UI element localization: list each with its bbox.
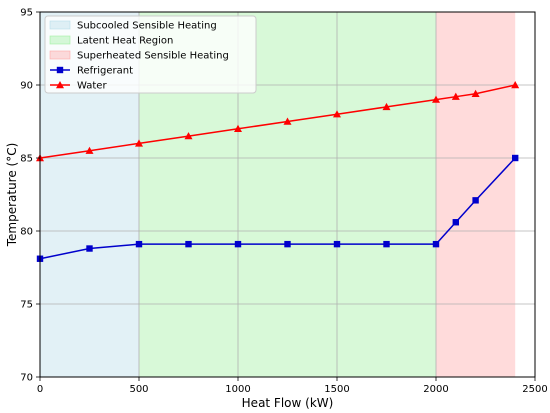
legend-box	[44, 15, 257, 94]
region-2	[436, 12, 516, 377]
y-tick-label-1: 75	[20, 300, 33, 311]
x-tick-label-5: 2500	[522, 384, 547, 395]
series-1-point-7	[382, 102, 391, 111]
plot-frame	[39, 11, 536, 378]
series-0-point-1	[86, 245, 93, 252]
legend-marker-series-1	[56, 81, 64, 89]
series-1-point-9	[451, 92, 460, 100]
legend-swatch-region-2	[49, 50, 71, 60]
data-series	[36, 81, 520, 262]
x-tick-label-0: 0	[37, 384, 43, 395]
y-axis-label: Temperature (°C)	[5, 143, 19, 248]
y-tick-label-2: 80	[20, 227, 33, 238]
series-1-point-4	[234, 124, 242, 132]
series-1-point-6	[333, 110, 341, 118]
legend-label-region-1: Latent Heat Region	[77, 36, 173, 47]
legend-label-series-1: Water	[77, 81, 107, 92]
x-tick-label-2: 1000	[225, 384, 250, 395]
series-1-point-8	[432, 95, 440, 103]
legend-label-series-0: Refrigerant	[77, 66, 133, 77]
y-tick-label-3: 85	[20, 154, 33, 165]
y-tick-label-0: 70	[20, 373, 33, 384]
legend-label-region-2: Superheated Sensible Heating	[77, 51, 229, 62]
legend-marker-series-0	[56, 66, 64, 74]
series-1-point-2	[135, 139, 143, 147]
legend: Subcooled Sensible Heating Latent Heat Re…	[44, 15, 257, 94]
series-1	[36, 81, 520, 162]
series-0-line	[39, 157, 516, 260]
x-tick-label-4: 2000	[423, 384, 448, 395]
series-0	[36, 154, 519, 262]
series-1-point-5	[283, 117, 292, 125]
axis-ticks: 0 500 1000 1500 2000 2500 70 75 80 85 90 95	[20, 8, 547, 396]
series-1-point-1	[85, 146, 94, 154]
series-0-point-5	[284, 240, 291, 248]
series-1-line	[39, 84, 516, 159]
x-axis-label: Heat Flow (kW)	[242, 396, 334, 410]
legend-swatch-region-1	[49, 35, 71, 45]
series-1-point-11	[511, 81, 520, 89]
series-0-point-4	[234, 240, 242, 248]
x-tick-label-1: 500	[129, 384, 148, 395]
x-tick-label-3: 1500	[324, 384, 349, 395]
series-0-point-11	[512, 154, 519, 162]
series-0-point-3	[185, 240, 192, 248]
legend-label-region-0: Subcooled Sensible Heating	[77, 21, 217, 32]
series-0-point-8	[432, 240, 440, 248]
series-0-point-10	[472, 197, 479, 204]
y-tick-label-4: 90	[20, 81, 33, 92]
series-0-point-9	[452, 219, 459, 226]
series-0-point-7	[383, 240, 390, 248]
series-1-point-10	[471, 89, 480, 97]
series-1-point-3	[184, 132, 193, 140]
legend-swatch-region-0	[49, 20, 71, 30]
y-tick-label-5: 95	[20, 8, 33, 19]
series-0-point-2	[135, 240, 143, 248]
series-0-point-6	[333, 240, 341, 248]
